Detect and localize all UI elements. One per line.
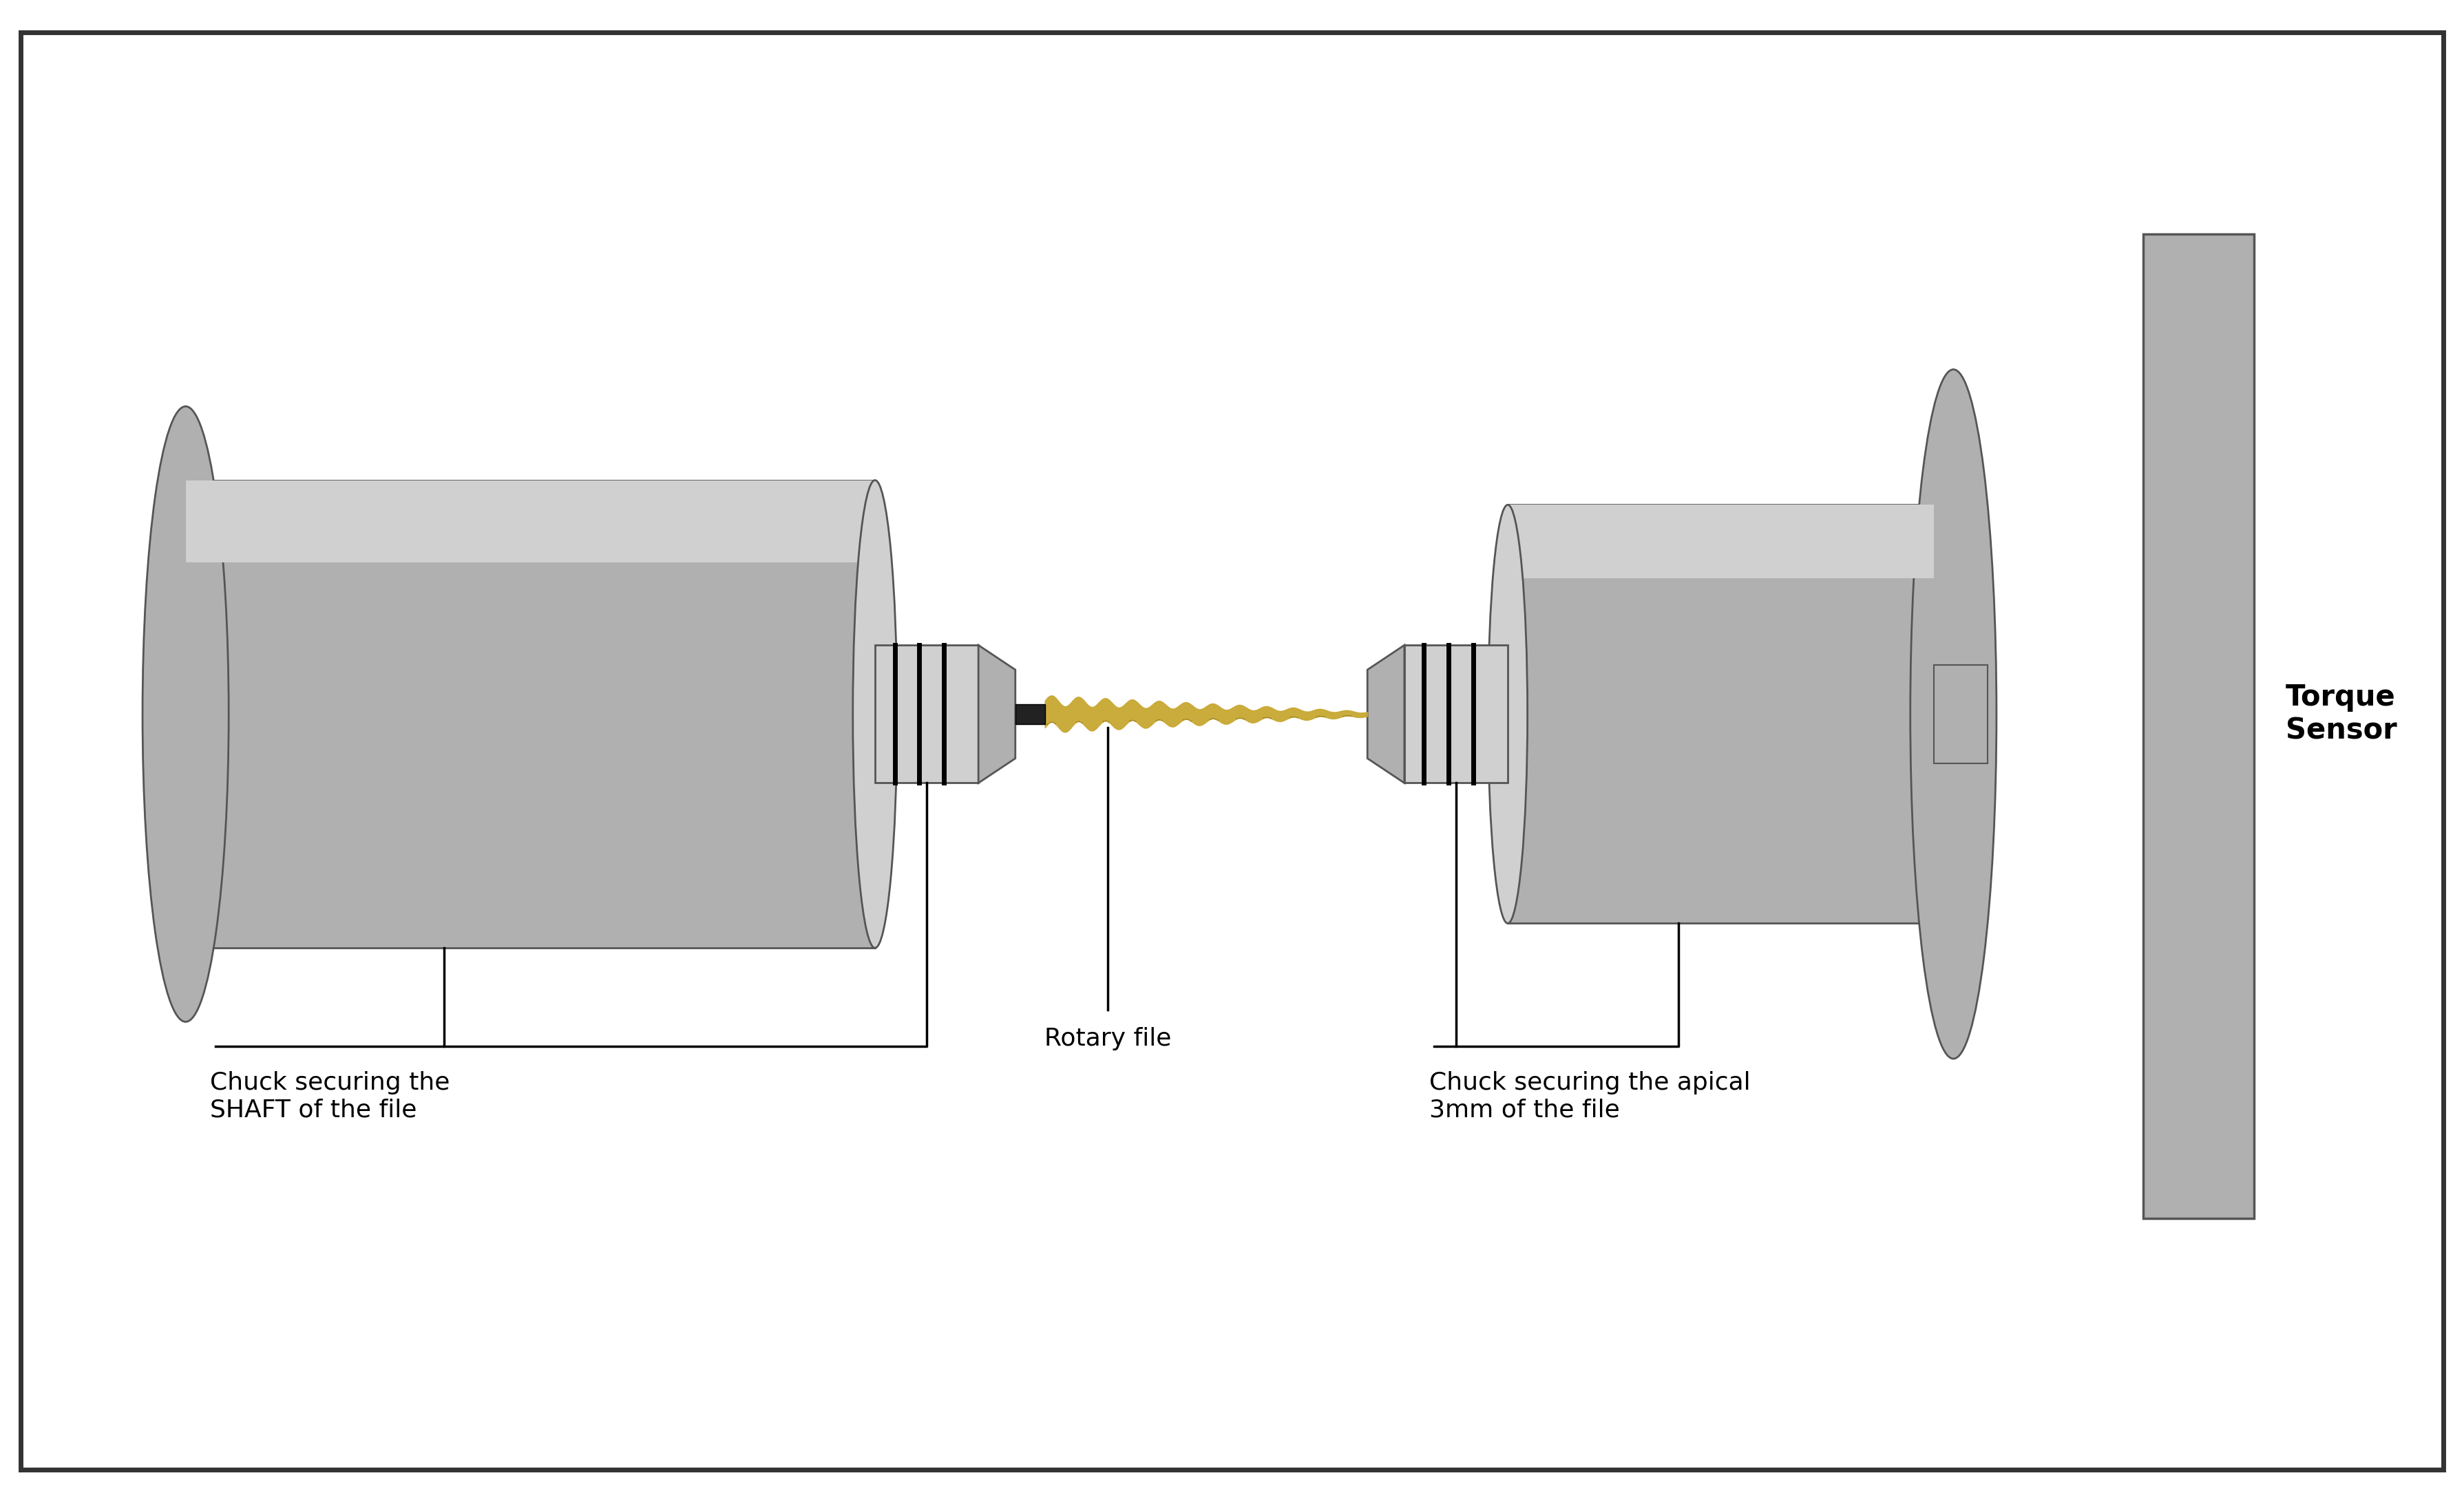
Polygon shape <box>1368 646 1404 783</box>
Bar <box>1015 704 1045 724</box>
Text: Chuck securing the
SHAFT of the file: Chuck securing the SHAFT of the file <box>209 1071 451 1122</box>
Ellipse shape <box>143 407 229 1021</box>
Ellipse shape <box>853 481 897 948</box>
Bar <box>1508 505 1934 578</box>
Bar <box>1508 505 1934 924</box>
Bar <box>185 481 875 562</box>
Bar <box>1934 665 1988 763</box>
Ellipse shape <box>1910 369 1996 1059</box>
Bar <box>1404 646 1508 783</box>
Ellipse shape <box>1488 505 1528 924</box>
Polygon shape <box>978 646 1015 783</box>
Text: Chuck securing the apical
3mm of the file: Chuck securing the apical 3mm of the fil… <box>1429 1071 1749 1122</box>
Text: Rotary file: Rotary file <box>1045 1027 1170 1050</box>
Bar <box>875 646 978 783</box>
Text: Torque
Sensor: Torque Sensor <box>2287 683 2397 745</box>
Bar <box>2144 234 2255 1218</box>
Bar <box>185 481 875 948</box>
